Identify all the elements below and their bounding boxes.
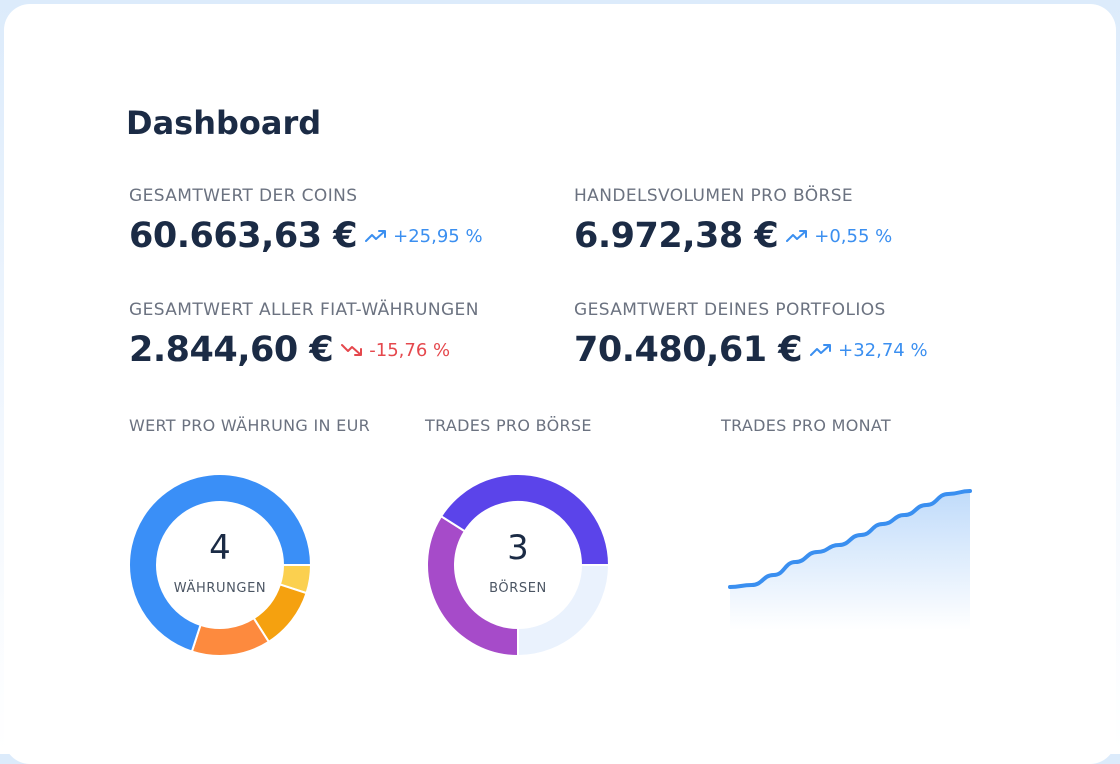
kpi-label: GESAMTWERT DEINES PORTFOLIOS <box>574 300 886 320</box>
kpi-row: 6.972,38 € +0,55 % <box>574 216 892 256</box>
kpi-change: +25,95 % <box>365 225 483 247</box>
kpi-label: GESAMTWERT ALLER FIAT-WÄHRUNGEN <box>129 300 479 320</box>
kpi-row: 60.663,63 € +25,95 % <box>129 216 483 256</box>
trend-icon <box>341 344 363 356</box>
kpi-change: -15,76 % <box>341 340 450 361</box>
kpi-label: HANDELSVOLUMEN PRO BÖRSE <box>574 186 854 206</box>
kpi-row: 2.844,60 € -15,76 % <box>129 330 479 370</box>
donut-center-value: 4 <box>209 528 231 568</box>
trend-icon <box>786 230 808 242</box>
trend-arrow <box>341 344 363 356</box>
line <box>728 489 972 589</box>
donut-segment <box>517 564 611 658</box>
donut-center-label: BÖRSEN <box>489 579 547 596</box>
kpi-change-text: +25,95 % <box>393 225 483 247</box>
trend-icon <box>365 230 387 242</box>
kpi-row: 70.480,61 € +32,74 % <box>574 330 928 370</box>
trend-arrow <box>365 230 387 242</box>
donut-center-value: 3 <box>507 528 529 568</box>
kpi-value: 70.480,61 € <box>574 330 803 370</box>
chart-title: WERT PRO WÄHRUNG IN EUR <box>129 416 371 435</box>
page-title: Dashboard <box>126 104 322 142</box>
kpi-change: +0,55 % <box>786 226 892 247</box>
kpi-value: 6.972,38 € <box>574 216 779 256</box>
donut-segment <box>190 616 271 657</box>
kpi: GESAMTWERT DER COINS 60.663,63 € +25,95 % <box>129 186 483 256</box>
chart-title: TRADES PRO BÖRSE <box>425 416 592 435</box>
kpi-value: 2.844,60 € <box>129 330 334 370</box>
donut-center-label: WÄHRUNGEN <box>174 580 267 596</box>
kpi-change-text: -15,76 % <box>369 339 451 361</box>
kpi-change-text: +0,55 % <box>814 225 893 247</box>
trend-arrow <box>810 344 832 356</box>
kpi-change-text: +32,74 % <box>838 339 928 361</box>
area-fill <box>730 491 970 630</box>
chart-title: TRADES PRO MONAT <box>721 416 891 435</box>
kpi: HANDELSVOLUMEN PRO BÖRSE 6.972,38 € +0,55 … <box>574 186 892 256</box>
kpi-change: +32,74 % <box>810 339 928 361</box>
kpi-value: 60.663,63 € <box>129 216 358 256</box>
kpi: GESAMTWERT ALLER FIAT-WÄHRUNGEN 2.844,60 … <box>129 300 479 370</box>
kpi: GESAMTWERT DEINES PORTFOLIOS 70.480,61 € +… <box>574 300 928 370</box>
trend-icon <box>810 344 832 356</box>
kpi-label: GESAMTWERT DER COINS <box>129 186 358 206</box>
trend-arrow <box>786 230 808 242</box>
donut-segment <box>439 473 611 566</box>
donut-segment <box>128 473 313 653</box>
